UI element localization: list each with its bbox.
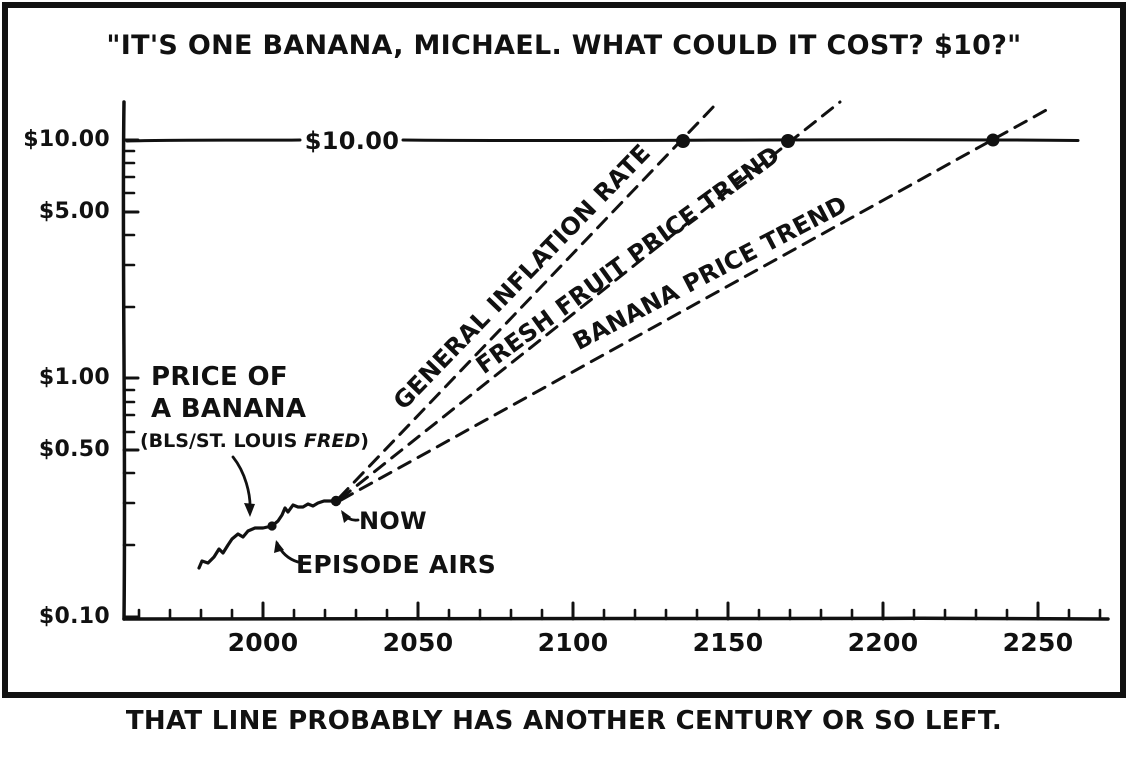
y-tick-label-050: $0.50: [38, 437, 110, 462]
x-axis-major-ticks: [261, 601, 1040, 621]
data-source-prefix: (BLS/ST. LOUIS: [140, 430, 304, 452]
banana-trend-line: [339, 106, 1052, 502]
x-tick-label-2050: 2050: [382, 628, 454, 657]
data-source-label: (BLS/ST. LOUIS FRED): [140, 430, 369, 452]
data-source-fred: FRED: [303, 430, 361, 452]
ten-dollar-line-label: $10.00: [304, 127, 400, 155]
episode-arrowhead: [274, 540, 284, 553]
price-label-arrowhead: [244, 503, 255, 517]
y-axis: [121, 100, 127, 621]
y-tick-label-5: $5.00: [38, 199, 110, 224]
chart-caption: THAT LINE PROBABLY HAS ANOTHER CENTURY O…: [125, 706, 1003, 736]
y-tick-label-10: $10.00: [23, 127, 110, 152]
fresh-fruit-crossing-dot: [781, 134, 795, 148]
fresh-fruit-trend-line: [338, 100, 842, 501]
x-axis-minor-ticks: [137, 608, 1102, 621]
x-tick-label-2100: 2100: [537, 628, 609, 657]
chart-title: "IT'S ONE BANANA, MICHAEL. WHAT COULD IT…: [106, 30, 1022, 61]
now-dot: [330, 495, 342, 507]
x-tick-label-2250: 2250: [1002, 628, 1074, 657]
x-tick-label-2000: 2000: [227, 628, 299, 657]
y-tick-label-010: $0.10: [38, 604, 110, 629]
episode-airs-label: EPISODE AIRS: [296, 550, 496, 579]
x-axis: [122, 616, 1110, 622]
x-tick-label-2150: 2150: [692, 628, 764, 657]
ten-dollar-reference-line: [125, 138, 1080, 143]
general-inflation-trend-line: [337, 101, 719, 500]
comic-panel-frame: [2, 2, 1126, 698]
y-axis-minor-ticks: [122, 149, 136, 547]
price-of-banana-label-line2: A BANANA: [151, 393, 307, 424]
price-of-banana-label: PRICE OF A BANANA: [151, 362, 306, 425]
data-source-suffix: ): [360, 430, 369, 452]
price-label-arrow: [231, 455, 252, 513]
x-tick-label-2200: 2200: [847, 628, 919, 657]
episode-airs-dot: [267, 521, 277, 531]
banana-crossing-dot: [986, 133, 1000, 147]
price-of-banana-label-line1: PRICE OF: [151, 362, 288, 392]
now-label: NOW: [359, 507, 427, 535]
now-arrowhead: [341, 510, 351, 523]
inflation-crossing-dot: [676, 134, 690, 148]
y-tick-label-1: $1.00: [38, 365, 110, 390]
